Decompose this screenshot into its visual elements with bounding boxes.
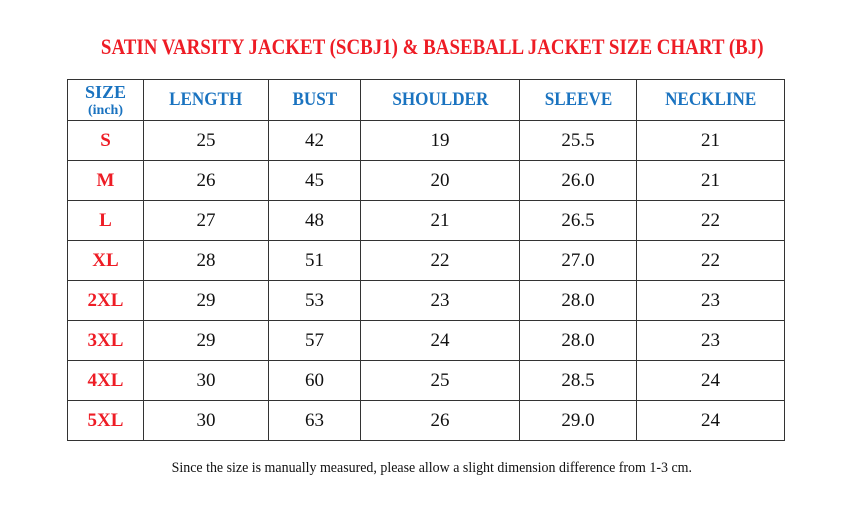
value-cell: 26.0 <box>519 160 637 201</box>
header-size: SIZE (inch) <box>67 79 144 121</box>
size-cell: 2XL <box>67 280 144 321</box>
value-cell: 19 <box>360 120 520 161</box>
size-cell: S <box>67 120 144 161</box>
size-cell: 5XL <box>67 400 144 441</box>
header-bust: BUST <box>268 79 361 121</box>
table-row: S 25 42 19 25.5 21 <box>67 120 785 161</box>
value-cell: 26 <box>360 400 520 441</box>
value-cell: 23 <box>636 320 785 361</box>
size-cell: 4XL <box>67 360 144 401</box>
header-label: SLEEVE <box>544 89 612 110</box>
table-row: 5XL 30 63 26 29.0 24 <box>67 400 785 441</box>
value-cell: 27 <box>143 200 269 241</box>
header-label: BUST <box>292 89 337 110</box>
note-text: Since the size is manually measured, ple… <box>171 460 693 476</box>
header-length: LENGTH <box>143 79 269 121</box>
table-row: L 27 48 21 26.5 22 <box>67 200 785 241</box>
value-cell: 28 <box>143 240 269 281</box>
value-cell: 48 <box>268 200 361 241</box>
value-cell: 29 <box>143 320 269 361</box>
size-chart-table: SIZE (inch) LENGTH BUST SHOULDER SLEEVE N… <box>67 79 785 441</box>
value-cell: 30 <box>143 400 269 441</box>
value-cell: 22 <box>360 240 520 281</box>
header-label: SHOULDER <box>392 89 488 110</box>
table-row: 4XL 30 60 25 28.5 24 <box>67 360 785 401</box>
table-row: XL 28 51 22 27.0 22 <box>67 240 785 281</box>
value-cell: 45 <box>268 160 361 201</box>
value-cell: 21 <box>636 160 785 201</box>
value-cell: 30 <box>143 360 269 401</box>
table-row: M 26 45 20 26.0 21 <box>67 160 785 201</box>
title-text: SATIN VARSITY JACKET (SCBJ1) & BASEBALL … <box>100 34 764 59</box>
value-cell: 20 <box>360 160 520 201</box>
value-cell: 25 <box>360 360 520 401</box>
value-cell: 51 <box>268 240 361 281</box>
value-cell: 27.0 <box>519 240 637 281</box>
value-cell: 22 <box>636 200 785 241</box>
value-cell: 60 <box>268 360 361 401</box>
value-cell: 63 <box>268 400 361 441</box>
header-row: SIZE (inch) LENGTH BUST SHOULDER SLEEVE N… <box>67 79 785 121</box>
header-label: NECKLINE <box>664 89 757 110</box>
value-cell: 28.0 <box>519 320 637 361</box>
table-row: 3XL 29 57 24 28.0 23 <box>67 320 785 361</box>
value-cell: 21 <box>360 200 520 241</box>
value-cell: 26 <box>143 160 269 201</box>
value-cell: 53 <box>268 280 361 321</box>
value-cell: 42 <box>268 120 361 161</box>
value-cell: 23 <box>636 280 785 321</box>
value-cell: 25.5 <box>519 120 637 161</box>
value-cell: 26.5 <box>519 200 637 241</box>
value-cell: 23 <box>360 280 520 321</box>
value-cell: 21 <box>636 120 785 161</box>
header-label: LENGTH <box>169 89 243 110</box>
value-cell: 22 <box>636 240 785 281</box>
size-cell: L <box>67 200 144 241</box>
table-row: 2XL 29 53 23 28.0 23 <box>67 280 785 321</box>
size-cell: M <box>67 160 144 201</box>
size-header-label: SIZE <box>84 82 127 102</box>
value-cell: 25 <box>143 120 269 161</box>
value-cell: 28.0 <box>519 280 637 321</box>
value-cell: 29 <box>143 280 269 321</box>
header-shoulder: SHOULDER <box>360 79 520 121</box>
measurement-note: Since the size is manually measured, ple… <box>0 460 864 477</box>
value-cell: 28.5 <box>519 360 637 401</box>
value-cell: 57 <box>268 320 361 361</box>
size-unit-label: (inch) <box>88 103 123 118</box>
value-cell: 29.0 <box>519 400 637 441</box>
header-sleeve: SLEEVE <box>519 79 637 121</box>
size-cell: XL <box>67 240 144 281</box>
size-cell: 3XL <box>67 320 144 361</box>
header-neckline: NECKLINE <box>636 79 785 121</box>
value-cell: 24 <box>636 360 785 401</box>
value-cell: 24 <box>360 320 520 361</box>
value-cell: 24 <box>636 400 785 441</box>
page-title: SATIN VARSITY JACKET (SCBJ1) & BASEBALL … <box>0 34 864 60</box>
